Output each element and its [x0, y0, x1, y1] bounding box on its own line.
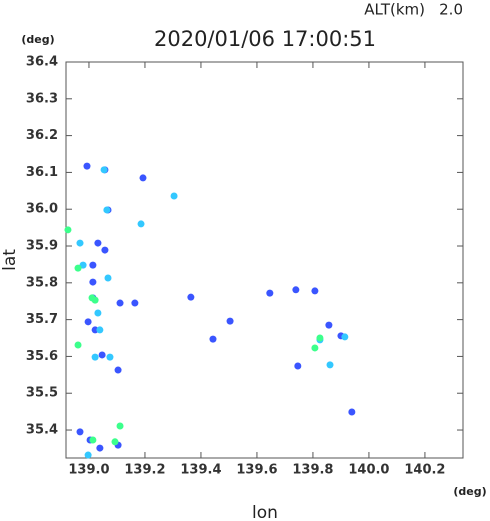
echo-point — [131, 299, 139, 307]
echo-point — [98, 351, 106, 359]
y-tick-label: 35.7 — [26, 312, 58, 327]
echo-point — [76, 239, 84, 247]
echo-point — [84, 451, 92, 459]
x-tick-label: 139.4 — [180, 463, 221, 478]
echo-point — [326, 361, 334, 369]
y-tick-label: 36.3 — [26, 91, 58, 106]
y-axis-label: lat — [0, 249, 20, 271]
echo-point — [64, 226, 72, 234]
x-tick-label: 139.2 — [124, 463, 165, 478]
echo-point — [89, 278, 97, 286]
echo-point — [348, 408, 356, 416]
y-tick-label: 35.8 — [26, 275, 58, 290]
echo-point — [111, 438, 119, 446]
y-tick-label: 35.6 — [26, 349, 58, 364]
x-tick-label: 139.6 — [236, 463, 277, 478]
echo-point — [226, 317, 234, 325]
echo-point — [74, 341, 82, 349]
echo-point — [266, 289, 274, 297]
echo-point — [294, 362, 302, 370]
chart-title: 2020/01/06 17:00:51 — [154, 27, 376, 51]
echo-point — [116, 299, 124, 307]
x-axis-label: lon — [252, 503, 278, 521]
echo-point — [311, 344, 319, 352]
echo-point — [101, 246, 109, 254]
echo-point — [91, 353, 99, 361]
x-tick-label: 140.0 — [348, 463, 389, 478]
y-tick-label: 36.4 — [26, 55, 58, 70]
altitude-label: ALT(km) — [364, 1, 425, 19]
altitude-value: 2.0 — [439, 1, 463, 19]
echo-point — [94, 239, 102, 247]
echo-point — [341, 333, 349, 341]
echo-point — [106, 353, 114, 361]
y-tick-label: 36.0 — [26, 202, 58, 217]
echo-point — [139, 174, 147, 182]
plot-frame — [65, 61, 464, 459]
echo-point — [325, 321, 333, 329]
echo-point — [83, 162, 91, 170]
echo-point — [209, 335, 217, 343]
x-tick-label: 140.2 — [404, 463, 445, 478]
y-tick-label: 36.1 — [26, 165, 58, 180]
echo-point — [311, 287, 319, 295]
x-tick-label: 139.8 — [292, 463, 333, 478]
y-tick-label: 35.5 — [26, 386, 58, 401]
y-tick-label: 35.9 — [26, 239, 58, 254]
echo-point — [89, 436, 97, 444]
y-tick-label: 35.4 — [26, 423, 58, 438]
echo-point — [316, 334, 324, 342]
echo-point — [94, 309, 102, 317]
x-tick-label: 139.0 — [68, 463, 109, 478]
echo-point — [96, 326, 104, 334]
x-unit: (deg) — [453, 485, 486, 498]
echo-point — [76, 428, 84, 436]
echo-point — [114, 366, 122, 374]
echo-point — [89, 261, 97, 269]
echo-point — [96, 444, 104, 452]
echo-point — [104, 274, 112, 282]
echo-point — [137, 220, 145, 228]
y-unit: (deg) — [21, 33, 54, 46]
echo-point — [74, 264, 82, 272]
echo-point — [103, 206, 111, 214]
y-tick-label: 36.2 — [26, 128, 58, 143]
echo-point — [100, 166, 108, 174]
echo-point — [84, 318, 92, 326]
echo-point — [116, 422, 124, 430]
echo-point — [187, 293, 195, 301]
echo-point — [91, 296, 99, 304]
echo-point — [292, 286, 300, 294]
echo-point — [170, 192, 178, 200]
